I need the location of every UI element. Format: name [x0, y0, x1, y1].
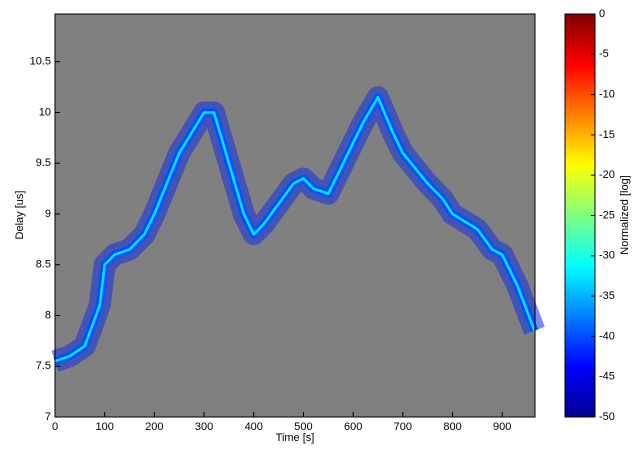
colorbar-tick-label: -45	[599, 371, 615, 383]
colorbar-tick-label: -50	[599, 411, 615, 423]
colorbar-label: Normalized [log]	[619, 175, 631, 254]
colorbar-tick-label: -10	[599, 89, 615, 101]
colorbar-tick-label: -20	[599, 169, 615, 181]
x-tick-label: 900	[493, 421, 511, 433]
y-tick-label: 7	[45, 411, 51, 423]
y-tick-label: 9.5	[36, 157, 51, 169]
colorbar-tick-label: 0	[599, 8, 605, 20]
y-tick-label: 7.5	[36, 360, 51, 372]
x-tick-label: 300	[195, 421, 213, 433]
x-tick-label: 200	[145, 421, 163, 433]
x-tick-label: 0	[52, 421, 58, 433]
colorbar-tick-label: -35	[599, 290, 615, 302]
x-tick-label: 800	[443, 421, 461, 433]
colorbar	[564, 13, 596, 418]
x-tick-label: 100	[96, 421, 114, 433]
ridge-line	[54, 95, 536, 363]
x-tick-label: 700	[394, 421, 412, 433]
y-tick-label: 10.5	[30, 56, 51, 68]
colorbar-tick-label: -30	[599, 250, 615, 262]
y-tick-label: 10	[39, 106, 51, 118]
y-axis-label: Delay [us]	[14, 191, 26, 240]
x-tick-label: 400	[245, 421, 263, 433]
colorbar-tick-label: -40	[599, 330, 615, 342]
y-tick-label: 8	[45, 309, 51, 321]
colorbar-tick-label: -5	[599, 48, 609, 60]
plot-frame	[54, 13, 536, 418]
y-tick-label: 9	[45, 208, 51, 220]
x-tick-label: 500	[294, 421, 312, 433]
x-tick-label: 600	[344, 421, 362, 433]
x-axis-label: Time [s]	[276, 432, 315, 444]
colorbar-tick-label: -25	[599, 209, 615, 221]
colorbar-tick-label: -15	[599, 129, 615, 141]
y-tick-label: 8.5	[36, 259, 51, 271]
